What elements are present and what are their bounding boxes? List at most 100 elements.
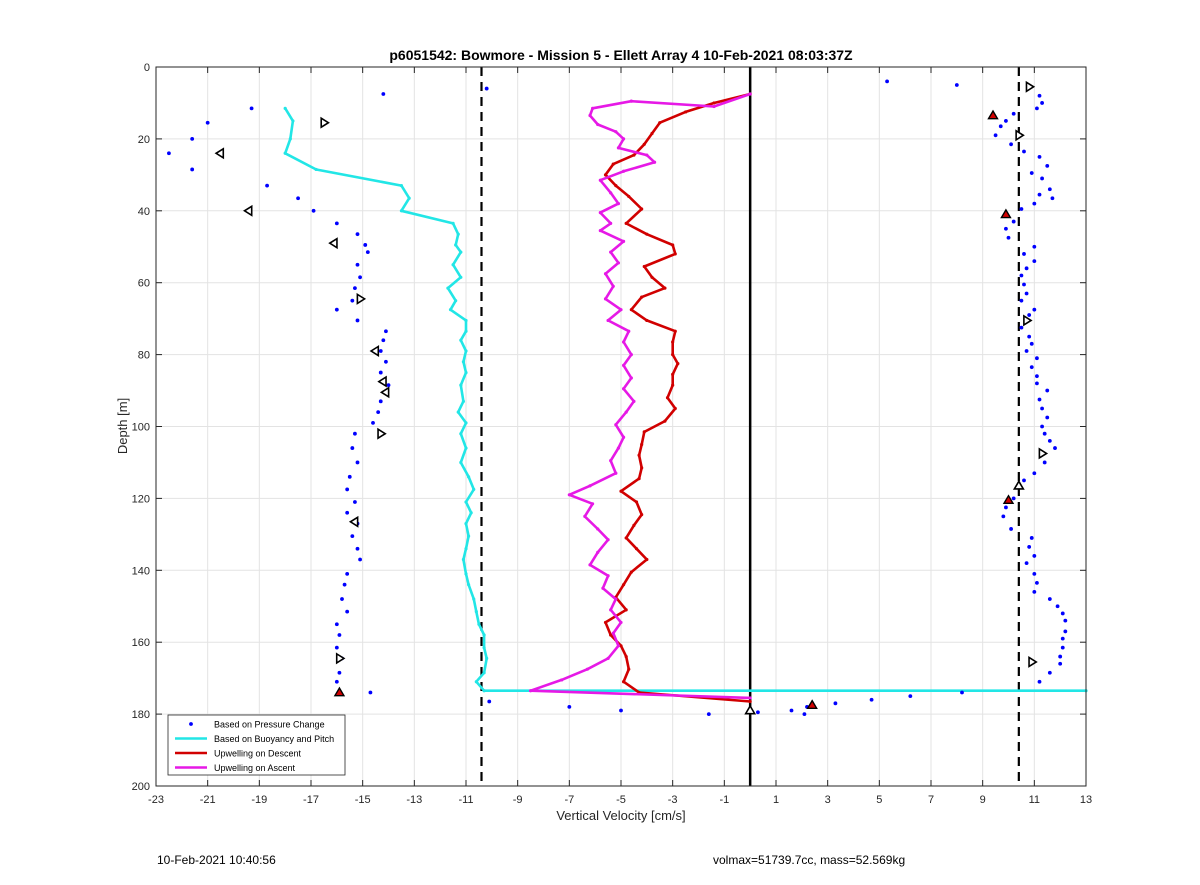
x-tick-label: 3 (825, 794, 831, 806)
pressure-change-point (384, 329, 388, 334)
upwelling-on-ascent-point (528, 689, 533, 693)
pressure-change-point (1060, 645, 1065, 650)
upwelling-on-ascent-point (611, 631, 615, 635)
upwelling-on-descent-point (609, 633, 613, 637)
based-on-buoyancy-and-pitch-point (477, 622, 481, 626)
upwelling-on-ascent-point (627, 329, 631, 333)
upwelling-on-descent-point (671, 383, 675, 387)
legend-label: Based on Buoyancy and Pitch (214, 734, 334, 744)
upwelling-on-descent-point (683, 110, 688, 114)
x-tick-label: 7 (928, 794, 934, 806)
upwelling-on-ascent-point (619, 620, 623, 625)
upwelling-on-ascent-point (609, 191, 613, 195)
based-on-buoyancy-and-pitch-point (446, 286, 450, 290)
legend-label: Upwelling on Descent (214, 749, 302, 759)
upwelling-on-descent-point (603, 620, 608, 625)
based-on-buoyancy-and-pitch-point (474, 680, 478, 684)
y-tick-label: 20 (138, 134, 150, 146)
upwelling-on-ascent-point (621, 169, 626, 173)
pressure-change-point (1035, 580, 1039, 585)
upwelling-on-descent-point (663, 419, 667, 423)
pressure-change-point (365, 250, 370, 255)
upwelling-on-descent-point (645, 318, 649, 323)
pressure-change-point (1042, 431, 1047, 436)
based-on-buoyancy-and-pitch-point (466, 475, 471, 479)
upwelling-on-descent-point (640, 295, 644, 299)
pressure-change-point (350, 534, 355, 539)
pressure-change-point (381, 92, 386, 96)
pressure-change-point (371, 421, 375, 425)
y-axis-label: Depth [m] (115, 398, 130, 454)
upwelling-on-descent-point (614, 184, 618, 188)
upwelling-on-descent-point (629, 308, 633, 312)
pressure-change-point (376, 410, 381, 415)
upwelling-on-ascent-point (588, 113, 592, 118)
upwelling-on-ascent-point (748, 696, 752, 700)
pressure-change-point (378, 349, 383, 353)
pressure-change-point (1027, 334, 1032, 339)
triangle-filled-marker (333, 686, 346, 697)
pressure-change-point (1045, 415, 1050, 420)
pressure-change-point (1047, 187, 1052, 192)
x-tick-label: -5 (616, 794, 626, 806)
based-on-buoyancy-and-pitch-point (399, 209, 404, 213)
pressure-change-point (1037, 93, 1042, 98)
upwelling-on-descent-point (632, 523, 636, 527)
based-on-buoyancy-and-pitch-point (466, 583, 471, 587)
upwelling-on-descent-point (712, 101, 716, 105)
upwelling-on-ascent-point (621, 137, 626, 141)
upwelling-on-descent-point (671, 353, 675, 357)
upwelling-on-descent-point (673, 406, 677, 411)
upwelling-on-ascent-point (596, 527, 600, 531)
pressure-change-point (1001, 514, 1006, 519)
pressure-change-point (487, 699, 492, 704)
upwelling-on-descent-point (634, 500, 639, 504)
based-on-buoyancy-and-pitch-point (399, 184, 404, 188)
pressure-change-point (1032, 259, 1037, 264)
x-tick-label: -15 (355, 794, 371, 806)
pressure-change-point (885, 79, 889, 84)
pressure-change-point (167, 151, 171, 156)
pressure-change-point (337, 670, 342, 675)
pressure-change-point (789, 708, 794, 713)
upwelling-on-ascent-point (712, 104, 716, 109)
upwelling-on-descent-point (665, 396, 670, 400)
pressure-change-point (1032, 471, 1037, 476)
triangle-left-marker (242, 204, 253, 217)
based-on-buoyancy-and-pitch-point (314, 167, 318, 172)
x-tick-label: -23 (148, 794, 164, 806)
pressure-change-point (1027, 313, 1032, 317)
triangle-filled-marker (1002, 494, 1015, 505)
based-on-buoyancy-and-pitch-point (482, 689, 486, 693)
pressure-change-point (802, 712, 807, 716)
pressure-change-point (265, 183, 269, 188)
upwelling-on-ascent-point (559, 678, 564, 682)
pressure-change-point (345, 571, 350, 576)
x-tick-label: 11 (1029, 794, 1040, 806)
triangle-up-marker (1012, 479, 1025, 490)
pressure-change-point (619, 708, 623, 713)
based-on-buoyancy-and-pitch-point (469, 511, 473, 515)
based-on-buoyancy-and-pitch-point (459, 432, 463, 436)
y-tick-label: 160 (132, 637, 150, 649)
pressure-change-point (1055, 604, 1060, 609)
pressure-change-point (296, 196, 300, 201)
pressure-change-point (334, 679, 339, 684)
pressure-change-point (1029, 536, 1034, 540)
based-on-buoyancy-and-pitch-point (454, 299, 458, 303)
pressure-change-point (1040, 424, 1044, 429)
pressure-change-point (1050, 196, 1055, 201)
pressure-change-point (334, 221, 339, 226)
pressure-change-point (334, 645, 339, 650)
upwelling-on-descent-point (640, 442, 644, 447)
pressure-change-point (1058, 654, 1063, 659)
y-tick-label: 0 (144, 62, 150, 74)
pressure-change-point (1047, 670, 1052, 675)
pressure-change-point (1035, 374, 1039, 379)
pressure-change-point (1029, 365, 1034, 370)
legend-label: Based on Pressure Change (214, 720, 325, 730)
upwelling-on-descent-point (624, 221, 628, 225)
upwelling-on-ascent-point (616, 644, 621, 648)
y-tick-label: 200 (132, 781, 150, 793)
upwelling-on-ascent-point (621, 340, 626, 344)
